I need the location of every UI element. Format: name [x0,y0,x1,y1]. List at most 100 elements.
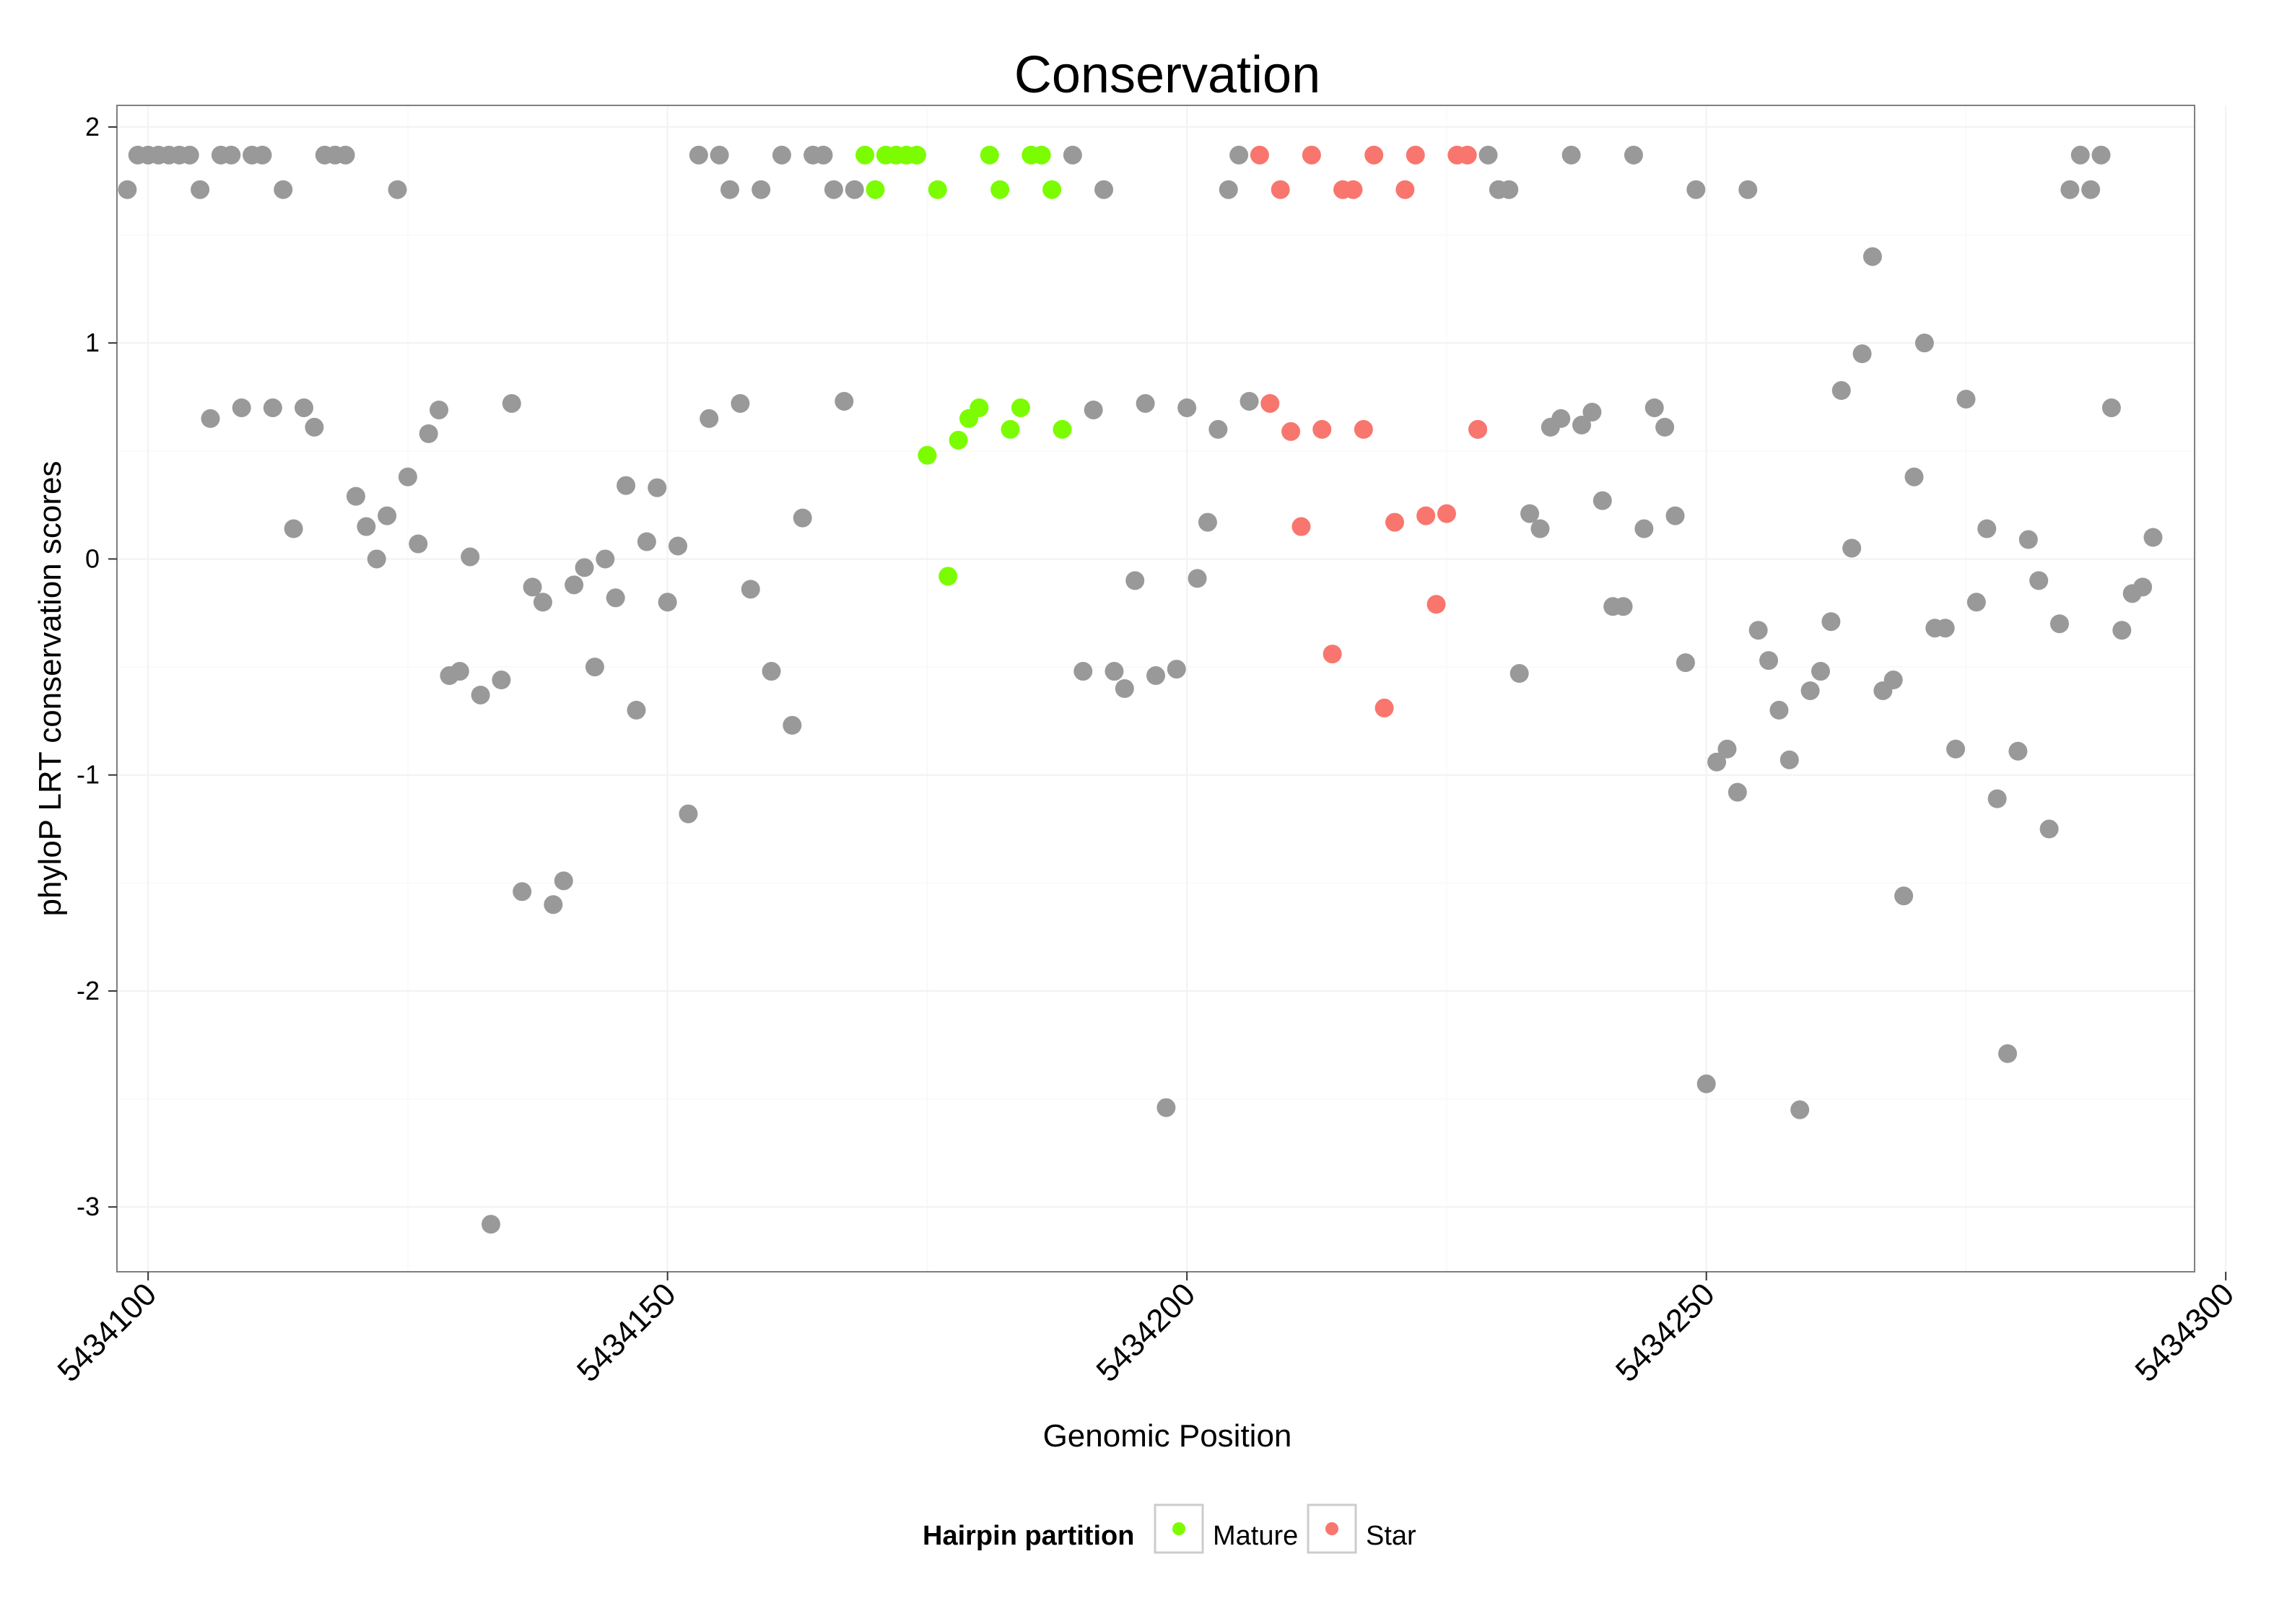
data-point [1125,571,1145,590]
data-point [1665,506,1685,525]
chart-title: Conservation [1014,46,1320,104]
data-point-mature [938,567,958,586]
data-point [1728,782,1747,802]
data-point [824,180,843,199]
data-point [1863,247,1882,266]
data-point [1717,739,1737,759]
data-point [1966,593,1986,612]
data-point-mature [1001,419,1020,439]
legend-marker-star [1325,1522,1338,1535]
data-point [2133,577,2153,597]
x-tick-label: 5434200 [1089,1276,1202,1389]
data-point [305,417,324,437]
data-point-star [1364,145,1384,165]
data-point [1198,512,1217,532]
data-point [346,486,365,506]
data-point [1593,491,1612,510]
data-point [1177,398,1197,417]
data-point [1634,519,1654,538]
data-point [2029,571,2049,590]
data-point [1551,409,1571,428]
data-point [523,577,542,597]
data-point [1136,393,1155,413]
data-point [263,398,282,417]
data-point [1156,1098,1176,1117]
data-point [554,871,573,891]
data-point [1146,666,1165,686]
data-point [658,593,677,612]
data-point [450,662,469,681]
data-point-star [1395,180,1415,199]
data-point [585,658,604,677]
data-point [398,467,417,486]
data-point [409,534,428,554]
data-point [1115,679,1134,698]
data-point [232,398,251,417]
data-point [1084,400,1103,419]
data-point [544,895,563,914]
data-point [845,180,864,199]
data-point [1208,419,1228,439]
data-point [2060,180,2080,199]
data-point [1572,415,1591,435]
data-point-mature [949,430,968,450]
data-point-mature [1032,145,1051,165]
data-point [1883,671,1903,690]
data-point [1759,651,1779,671]
data-point [2018,530,2038,549]
data-point-mature [1011,398,1030,417]
data-point [1530,519,1550,538]
data-point-mature [918,445,937,465]
data-point [1987,789,2007,808]
data-point [367,549,386,569]
legend-label-star: Star [1366,1521,1416,1551]
data-point-star [1385,512,1404,532]
data-point [1696,1074,1716,1093]
data-point [274,180,293,199]
y-axis-title: phyloP LRT conservation scores [32,460,68,916]
data-point [1188,569,1207,588]
data-point [492,671,511,690]
data-point-mature [866,180,885,199]
data-point [1105,662,1124,681]
data-point [1676,653,1695,673]
data-point-mature [907,145,927,165]
data-point [1738,180,1758,199]
data-point [1624,145,1643,165]
data-point [2008,741,2028,761]
data-point [118,180,137,199]
data-point [1582,402,1602,422]
data-point [1769,700,1789,720]
data-point [502,393,521,413]
data-point-star [1437,504,1456,523]
data-point [731,393,750,413]
data-point-star [1271,180,1290,199]
legend: Hairpin partition Mature Star [923,1503,1416,1554]
data-point [471,685,490,704]
legend-title: Hairpin partition [923,1521,1134,1551]
data-point-mature [990,180,1010,199]
data-point [1998,1044,2017,1063]
data-point-star [1406,145,1425,165]
data-point [793,508,812,528]
data-point [814,145,833,165]
legend-marker-mature [1172,1522,1185,1535]
data-point [710,145,729,165]
data-point [461,547,480,567]
data-point [1914,333,1934,353]
data-point [1655,417,1675,437]
data-point-star [1260,393,1280,413]
data-point [1229,145,1249,165]
data-point [1644,398,1664,417]
data-point [1240,391,1259,411]
data-point-star [1302,145,1321,165]
data-point [720,180,740,199]
data-point-star [1312,419,1332,439]
data-point [295,398,314,417]
data-point-star [1250,145,1269,165]
x-tick-label: 5434100 [51,1276,163,1389]
data-point [1686,180,1706,199]
data-point [1831,381,1851,401]
data-point [336,145,355,165]
data-point [596,549,615,569]
